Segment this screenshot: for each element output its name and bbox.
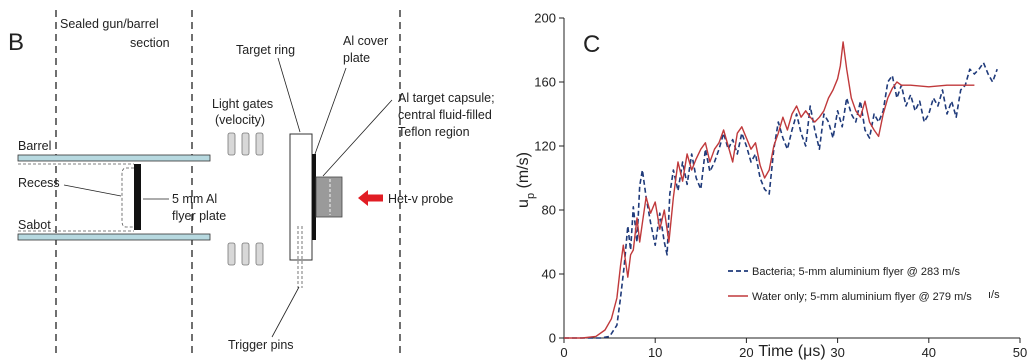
al-capsule-label-line2: central fluid-filled	[398, 108, 492, 122]
y-tick-label: 160	[534, 75, 556, 90]
flyer-label-line1: 5 mm Al	[172, 192, 217, 206]
barrel-label: Barrel	[18, 139, 51, 153]
x-tick-label: 30	[830, 345, 844, 360]
x-tick-label: 0	[560, 345, 567, 360]
x-tick-label: 40	[922, 345, 936, 360]
y-tick-label: 200	[534, 11, 556, 26]
trigger-pins-pointer	[271, 286, 300, 338]
series-line-bacteria	[564, 62, 998, 339]
panel-b-letter: B	[8, 29, 24, 56]
al-target-capsule	[315, 176, 343, 218]
target-ring	[289, 133, 313, 261]
panel-c: C 0 40 80 120 160 200 0 10 20 30 40 50 up (m/s) Tim…	[515, 11, 1027, 361]
legend: Bacteria; 5-mm aluminium flyer @ 283 m/s…	[728, 266, 1000, 303]
light-gates-label-line2: (velocity)	[215, 113, 265, 127]
target-ring-pointer	[277, 57, 301, 133]
legend-label-water: Water only; 5-mm aluminium flyer @ 279 m…	[752, 291, 972, 303]
panel-c-letter: C	[583, 31, 600, 58]
y-axis-title-main: u	[515, 199, 532, 208]
panel-b: B Sealed gun/barrel section Barrel Sabot…	[8, 10, 495, 355]
y-tick-label: 80	[542, 203, 556, 218]
hetv-arrow-icon	[358, 190, 383, 206]
light-gate-upper-2	[241, 132, 250, 156]
target-ring-label: Target ring	[236, 43, 295, 57]
legend-overflow-text: ı/s	[988, 289, 1000, 301]
x-axis-title: Time (μs)	[758, 343, 825, 360]
al-cover-pointer	[314, 67, 347, 155]
hetv-probe-label: Het-v probe	[388, 192, 453, 206]
al-cover-plate	[312, 154, 316, 240]
barrel-lower-wall	[17, 233, 211, 241]
light-gates-label-line1: Light gates	[212, 97, 273, 111]
al-cover-label-line2: plate	[343, 51, 370, 65]
recess-pointer	[63, 184, 122, 197]
barrel-upper-wall	[17, 154, 211, 162]
x-tick-label: 20	[739, 345, 753, 360]
y-axis-title-unit: (m/s)	[515, 152, 532, 193]
y-tick-label: 120	[534, 139, 556, 154]
al-cover-label-line1: Al cover	[343, 34, 388, 48]
al-capsule-pointer	[322, 99, 393, 177]
y-tick-label: 40	[542, 267, 556, 282]
flyer-label-line2: flyer plate	[172, 209, 226, 223]
series-line-water	[564, 41, 975, 339]
y-tick-label: 0	[549, 331, 556, 346]
sabot-label: Sabot	[18, 218, 51, 232]
al-capsule-label-line1: Al target capsule;	[398, 91, 495, 105]
recess-label: Recess	[18, 176, 60, 190]
light-gate-lower-1	[227, 242, 236, 266]
y-axis-title: up (m/s)	[515, 152, 537, 208]
al-capsule-label-line3: Teflon region	[398, 125, 470, 139]
recess-outline	[121, 167, 134, 228]
x-tick-label: 10	[648, 345, 662, 360]
y-axis-title-sub: p	[525, 193, 537, 199]
chart: 0 40 80 120 160 200 0 10 20 30 40 50	[534, 11, 1027, 361]
light-gate-upper-1	[227, 132, 236, 156]
x-tick-label: 50	[1013, 345, 1027, 360]
sealed-section-label-line1: Sealed gun/barrel	[60, 17, 159, 31]
light-gate-lower-3	[255, 242, 264, 266]
legend-label-bacteria: Bacteria; 5-mm aluminium flyer @ 283 m/s	[752, 266, 961, 278]
flyer-plate	[134, 164, 141, 230]
sealed-section-label-line2: section	[130, 36, 170, 50]
light-gate-lower-2	[241, 242, 250, 266]
trigger-pins-label: Trigger pins	[228, 338, 294, 352]
light-gate-upper-3	[255, 132, 264, 156]
